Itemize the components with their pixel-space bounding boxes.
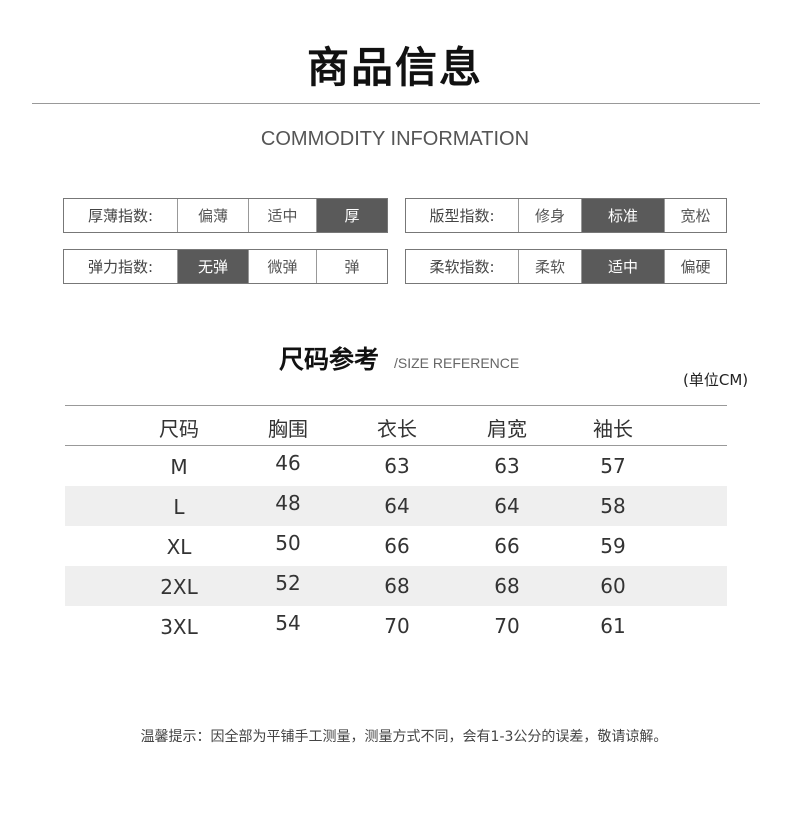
page-title: 商品信息 (306, 43, 483, 92)
table-row: XL 50 66 66 59 (65, 526, 727, 566)
table-cell: 48 (275, 491, 301, 515)
index-label: 柔软指数: (429, 258, 495, 276)
table-cell: 54 (275, 611, 301, 635)
table-cell: L (173, 495, 185, 519)
index-box: 弹力指数: 无弹 微弹弹 (63, 249, 388, 284)
size-reference-title: 尺码参考 (279, 345, 380, 374)
table-cell: 57 (600, 454, 626, 478)
measurement-note: 温馨提示：因全部为平铺手工测量，测量方式不同，会有1-3公分的误差，敬请谅解。 (140, 729, 668, 745)
table-divider (65, 405, 727, 406)
index-option: 宽松 (664, 199, 726, 232)
table-cell: 70 (384, 614, 410, 638)
index-option: 适中 (248, 199, 316, 232)
table-cell: 63 (384, 454, 410, 478)
table-cell: 3XL (160, 615, 198, 639)
size-reference-subtitle: /SIZE REFERENCE (394, 355, 520, 371)
index-option-selected: 适中 (581, 250, 664, 283)
table-row: 2XL 52 68 68 60 (65, 566, 727, 606)
index-option: 弹 (316, 250, 387, 283)
divider (32, 103, 760, 104)
table-row: M 46 63 63 57 (65, 446, 727, 486)
column-header: 尺码 (159, 417, 199, 441)
table-cell: 68 (494, 574, 520, 598)
index-label: 弹力指数: (87, 258, 154, 276)
table-cell: M (170, 455, 188, 479)
index-box: 柔软指数: 柔软 适中 偏硬 (405, 249, 727, 284)
table-row: 3XL 54 70 70 61 (65, 606, 727, 646)
table-cell: 64 (384, 494, 410, 518)
column-header: 胸围 (268, 417, 308, 441)
table-cell: 66 (494, 534, 520, 558)
unit-label: (单位CM) (683, 371, 749, 389)
index-box: 版型指数: 修身 标准 宽松 (405, 198, 727, 233)
index-option: 偏硬 (664, 250, 726, 283)
table-cell: 63 (494, 454, 520, 478)
table-cell: 46 (275, 451, 301, 475)
index-option-selected: 无弹 (177, 250, 248, 283)
column-header: 肩宽 (487, 417, 527, 441)
index-option: 修身 (518, 199, 581, 232)
index-option: 柔软 (518, 250, 581, 283)
table-cell: 2XL (160, 575, 198, 599)
table-cell: 60 (600, 574, 626, 598)
table-cell: 58 (600, 494, 626, 518)
index-label: 厚薄指数: (87, 207, 154, 225)
table-cell: 64 (494, 494, 520, 518)
index-option-selected: 厚 (316, 199, 387, 232)
index-option: 微弹 (248, 250, 316, 283)
page-subtitle: COMMODITY INFORMATION (260, 128, 530, 150)
table-cell: XL (166, 535, 192, 559)
table-cell: 50 (275, 531, 301, 555)
column-header: 袖长 (593, 417, 633, 441)
index-option: 偏薄 (177, 199, 248, 232)
table-row: L 48 64 64 58 (65, 486, 727, 526)
table-divider (65, 445, 727, 446)
table-header: 尺码 胸围 衣长 肩宽 袖长 (65, 406, 727, 446)
table-cell: 70 (494, 614, 520, 638)
column-header: 衣长 (377, 417, 417, 441)
table-cell: 52 (275, 571, 301, 595)
index-option-selected: 标准 (581, 199, 664, 232)
table-cell: 66 (384, 534, 410, 558)
index-label: 版型指数: (429, 207, 495, 225)
index-box: 厚薄指数: 偏薄 适中厚 (63, 198, 388, 233)
table-cell: 68 (384, 574, 410, 598)
table-cell: 61 (600, 614, 626, 638)
table-cell: 59 (600, 534, 626, 558)
